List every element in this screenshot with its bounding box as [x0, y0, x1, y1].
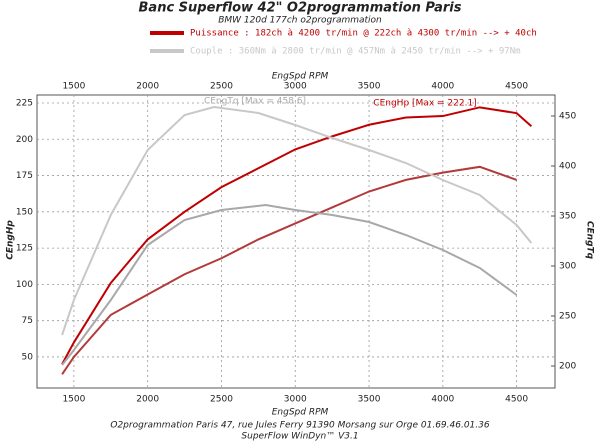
series-line — [61, 106, 533, 365]
chart-subtitle: BMW 120d 177ch o2programmation — [218, 16, 382, 26]
y-tick-label: 225 — [16, 98, 33, 108]
x-tick-label: 3500 — [358, 82, 381, 92]
annotation: CEngTq [Max = 458.6] — [204, 97, 306, 107]
y-tick-label: 175 — [16, 171, 33, 181]
y-tick-label: 75 — [22, 316, 33, 326]
chart-title: Banc Superflow 42" O2programmation Paris — [139, 1, 462, 16]
x-tick-label: 1500 — [62, 395, 85, 405]
y-axis-title: CEngHp — [6, 220, 16, 260]
legend-label: Couple : 360Nm à 2800 tr/min @ 457Nm à 2… — [190, 47, 521, 57]
y-tick-label: 50 — [22, 352, 34, 362]
x-tick-label: 1500 — [62, 82, 85, 92]
y2-tick-label: 350 — [559, 212, 576, 222]
annotation: CEngHp [Max = 222.1] — [373, 99, 476, 109]
y-tick-label: 100 — [16, 280, 33, 290]
y2-tick-label: 450 — [559, 112, 576, 122]
x-axis-title-top: EngSpd RPM — [272, 72, 329, 82]
x-tick-label: 2000 — [136, 82, 159, 92]
plot-frame — [36, 94, 556, 389]
y2-tick-label: 300 — [559, 262, 576, 272]
y2-tick-label: 400 — [559, 162, 576, 172]
legend-label: Puissance : 182ch à 4200 tr/min @ 222ch … — [190, 29, 537, 39]
series-line — [61, 165, 517, 375]
x-tick-label: 2000 — [136, 395, 159, 405]
x-tick-label: 4500 — [505, 82, 528, 92]
x-tick-label: 4000 — [431, 82, 454, 92]
x-tick-label: 4500 — [505, 395, 528, 405]
x-tick-label: 3000 — [284, 395, 307, 405]
series-line — [61, 105, 533, 336]
y2-tick-label: 200 — [559, 362, 576, 372]
footer-line: SuperFlow WinDyn™ V3.1 — [241, 432, 358, 441]
series-line — [61, 203, 518, 366]
y2-axis-title: CEngTq — [585, 221, 595, 260]
y-tick-label: 150 — [16, 207, 33, 217]
y2-tick-label: 250 — [559, 312, 576, 322]
x-tick-label: 2500 — [210, 82, 233, 92]
y-tick-label: 200 — [16, 135, 33, 145]
x-axis-title: EngSpd RPM — [272, 408, 329, 418]
x-tick-label: 2500 — [210, 395, 233, 405]
x-tick-label: 4000 — [431, 395, 454, 405]
x-tick-label: 3000 — [284, 82, 307, 92]
x-tick-label: 3500 — [358, 395, 381, 405]
y-tick-label: 125 — [16, 244, 33, 254]
footer-line: O2programmation Paris 47, rue Jules Ferr… — [110, 421, 489, 431]
